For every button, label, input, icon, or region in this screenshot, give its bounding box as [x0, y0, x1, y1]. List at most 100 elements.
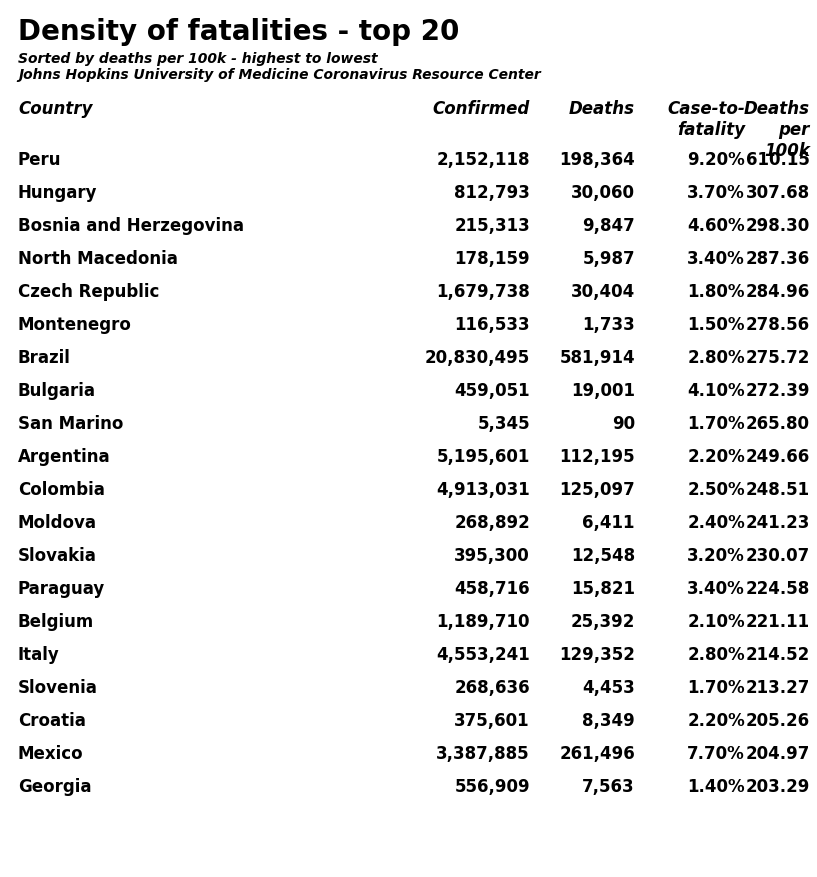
- Text: 1.50%: 1.50%: [687, 316, 745, 333]
- Text: 4,453: 4,453: [583, 678, 635, 696]
- Text: 9.20%: 9.20%: [687, 151, 745, 168]
- Text: 1.70%: 1.70%: [687, 415, 745, 432]
- Text: 272.39: 272.39: [745, 381, 810, 400]
- Text: 6,411: 6,411: [583, 513, 635, 531]
- Text: Paraguay: Paraguay: [18, 580, 105, 597]
- Text: 459,051: 459,051: [454, 381, 530, 400]
- Text: 4,913,031: 4,913,031: [436, 481, 530, 498]
- Text: 2.10%: 2.10%: [687, 612, 745, 631]
- Text: 30,060: 30,060: [571, 184, 635, 202]
- Text: 221.11: 221.11: [746, 612, 810, 631]
- Text: 205.26: 205.26: [746, 711, 810, 729]
- Text: 203.29: 203.29: [746, 777, 810, 795]
- Text: 15,821: 15,821: [571, 580, 635, 597]
- Text: 248.51: 248.51: [746, 481, 810, 498]
- Text: 1,679,738: 1,679,738: [436, 282, 530, 301]
- Text: 204.97: 204.97: [746, 745, 810, 762]
- Text: 1,189,710: 1,189,710: [436, 612, 530, 631]
- Text: 20,830,495: 20,830,495: [425, 348, 530, 367]
- Text: Deaths
per
100k: Deaths per 100k: [744, 100, 810, 160]
- Text: 556,909: 556,909: [454, 777, 530, 795]
- Text: Colombia: Colombia: [18, 481, 105, 498]
- Text: 116,533: 116,533: [454, 316, 530, 333]
- Text: 5,987: 5,987: [583, 250, 635, 267]
- Text: Slovakia: Slovakia: [18, 546, 97, 565]
- Text: 265.80: 265.80: [746, 415, 810, 432]
- Text: 224.58: 224.58: [746, 580, 810, 597]
- Text: 230.07: 230.07: [746, 546, 810, 565]
- Text: 30,404: 30,404: [571, 282, 635, 301]
- Text: Montenegro: Montenegro: [18, 316, 132, 333]
- Text: 458,716: 458,716: [454, 580, 530, 597]
- Text: Case-to-
fatality: Case-to- fatality: [667, 100, 745, 139]
- Text: Slovenia: Slovenia: [18, 678, 98, 696]
- Text: 375,601: 375,601: [454, 711, 530, 729]
- Text: 581,914: 581,914: [560, 348, 635, 367]
- Text: Italy: Italy: [18, 645, 60, 663]
- Text: 287.36: 287.36: [746, 250, 810, 267]
- Text: Georgia: Georgia: [18, 777, 92, 795]
- Text: 2.40%: 2.40%: [687, 513, 745, 531]
- Text: 198,364: 198,364: [560, 151, 635, 168]
- Text: 284.96: 284.96: [746, 282, 810, 301]
- Text: 25,392: 25,392: [570, 612, 635, 631]
- Text: Croatia: Croatia: [18, 711, 86, 729]
- Text: 3,387,885: 3,387,885: [436, 745, 530, 762]
- Text: 5,345: 5,345: [477, 415, 530, 432]
- Text: 112,195: 112,195: [560, 447, 635, 466]
- Text: 3.70%: 3.70%: [687, 184, 745, 202]
- Text: 19,001: 19,001: [571, 381, 635, 400]
- Text: 2.20%: 2.20%: [687, 447, 745, 466]
- Text: San Marino: San Marino: [18, 415, 123, 432]
- Text: 4.10%: 4.10%: [687, 381, 745, 400]
- Text: 214.52: 214.52: [746, 645, 810, 663]
- Text: Deaths: Deaths: [569, 100, 635, 118]
- Text: 1.70%: 1.70%: [687, 678, 745, 696]
- Text: 129,352: 129,352: [559, 645, 635, 663]
- Text: Peru: Peru: [18, 151, 61, 168]
- Text: 4.60%: 4.60%: [687, 217, 745, 235]
- Text: 395,300: 395,300: [454, 546, 530, 565]
- Text: 12,548: 12,548: [571, 546, 635, 565]
- Text: 3.40%: 3.40%: [687, 580, 745, 597]
- Text: 7.70%: 7.70%: [687, 745, 745, 762]
- Text: Density of fatalities - top 20: Density of fatalities - top 20: [18, 18, 459, 46]
- Text: 268,892: 268,892: [454, 513, 530, 531]
- Text: 1,733: 1,733: [583, 316, 635, 333]
- Text: 261,496: 261,496: [560, 745, 635, 762]
- Text: Mexico: Mexico: [18, 745, 83, 762]
- Text: 249.66: 249.66: [746, 447, 810, 466]
- Text: 4,553,241: 4,553,241: [436, 645, 530, 663]
- Text: North Macedonia: North Macedonia: [18, 250, 178, 267]
- Text: 268,636: 268,636: [454, 678, 530, 696]
- Text: 307.68: 307.68: [746, 184, 810, 202]
- Text: Moldova: Moldova: [18, 513, 97, 531]
- Text: Hungary: Hungary: [18, 184, 97, 202]
- Text: Brazil: Brazil: [18, 348, 71, 367]
- Text: 8,349: 8,349: [583, 711, 635, 729]
- Text: 5,195,601: 5,195,601: [436, 447, 530, 466]
- Text: 275.72: 275.72: [746, 348, 810, 367]
- Text: 278.56: 278.56: [746, 316, 810, 333]
- Text: 9,847: 9,847: [583, 217, 635, 235]
- Text: Bulgaria: Bulgaria: [18, 381, 96, 400]
- Text: 3.40%: 3.40%: [687, 250, 745, 267]
- Text: 1.80%: 1.80%: [687, 282, 745, 301]
- Text: 2.20%: 2.20%: [687, 711, 745, 729]
- Text: 2.50%: 2.50%: [687, 481, 745, 498]
- Text: 7,563: 7,563: [583, 777, 635, 795]
- Text: 2.80%: 2.80%: [687, 645, 745, 663]
- Text: 90: 90: [612, 415, 635, 432]
- Text: Country: Country: [18, 100, 92, 118]
- Text: 2,152,118: 2,152,118: [436, 151, 530, 168]
- Text: 812,793: 812,793: [454, 184, 530, 202]
- Text: Sorted by deaths per 100k - highest to lowest: Sorted by deaths per 100k - highest to l…: [18, 52, 377, 66]
- Text: 298.30: 298.30: [746, 217, 810, 235]
- Text: Johns Hopkins University of Medicine Coronavirus Resource Center: Johns Hopkins University of Medicine Cor…: [18, 68, 541, 82]
- Text: 215,313: 215,313: [454, 217, 530, 235]
- Text: Argentina: Argentina: [18, 447, 110, 466]
- Text: 1.40%: 1.40%: [687, 777, 745, 795]
- Text: Czech Republic: Czech Republic: [18, 282, 159, 301]
- Text: 178,159: 178,159: [454, 250, 530, 267]
- Text: 213.27: 213.27: [746, 678, 810, 696]
